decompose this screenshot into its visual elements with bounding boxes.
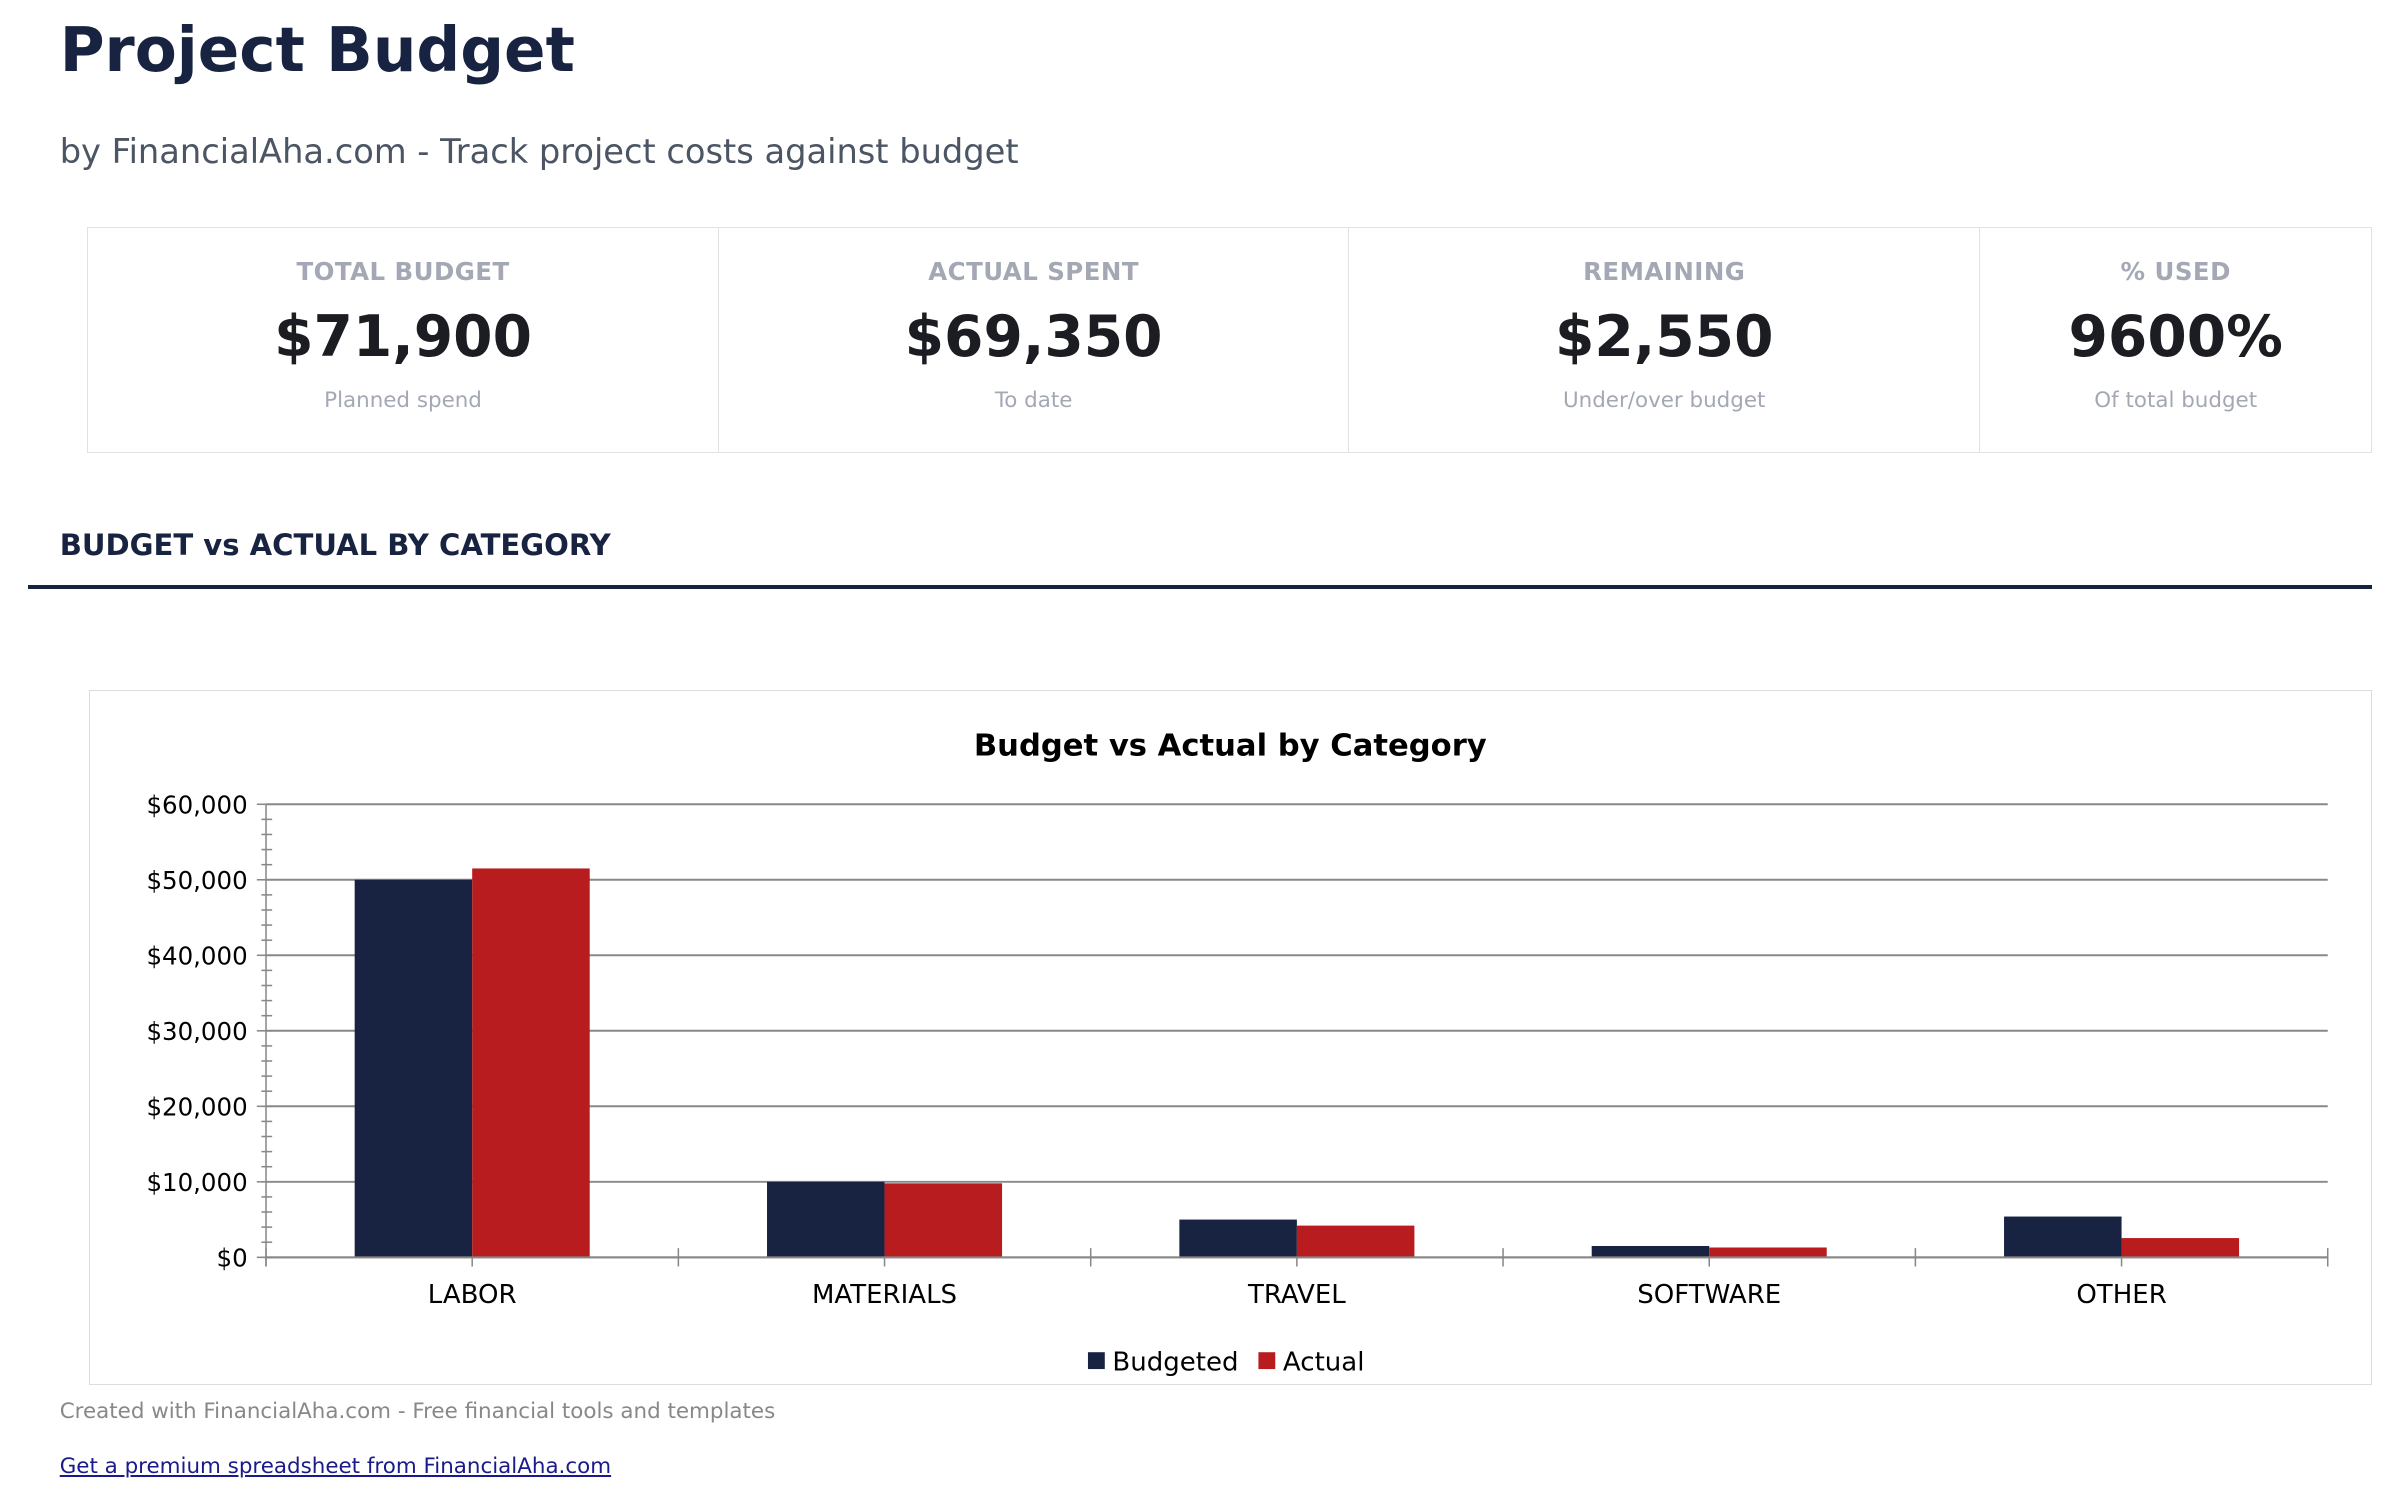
card-value: $69,350 bbox=[904, 303, 1163, 370]
card-label: TOTAL BUDGET bbox=[296, 256, 510, 286]
bar-actual-other bbox=[2121, 1238, 2239, 1258]
bar-actual-labor bbox=[471, 868, 590, 1258]
x-tick-label: MATERIALS bbox=[812, 1281, 957, 1311]
chart-title: Budget vs Actual by Category bbox=[974, 729, 1487, 764]
y-tick-label: $20,000 bbox=[146, 1093, 247, 1122]
card-actual-spent: ACTUAL SPENT $69,350 To date bbox=[719, 227, 1350, 453]
card-total-budget: TOTAL BUDGET $71,900 Planned spend bbox=[88, 227, 719, 453]
section-heading: BUDGET vs ACTUAL BY CATEGORY bbox=[59, 528, 611, 563]
summary-cards: TOTAL BUDGET $71,900 Planned spend ACTUA… bbox=[87, 226, 2373, 454]
premium-link[interactable]: Get a premium spreadsheet from Financial… bbox=[59, 1454, 612, 1480]
y-tick-label: $40,000 bbox=[146, 942, 247, 971]
bar-budgeted-labor bbox=[354, 880, 472, 1258]
bar-chart: Budget vs Actual by Category $0 $10,000 $2… bbox=[146, 729, 2329, 1378]
page-title: Project Budget bbox=[59, 15, 575, 87]
page-subtitle: by FinancialAha.com - Track project cost… bbox=[59, 131, 1019, 171]
card-percent-used: % USED 9600% Of total budget bbox=[1980, 228, 2371, 453]
section-divider bbox=[27, 584, 2373, 590]
card-sub: Under/over budget bbox=[1562, 388, 1766, 414]
bar-budgeted-other bbox=[2003, 1216, 2122, 1258]
card-label: % USED bbox=[2120, 256, 2231, 286]
card-remaining: REMAINING $2,550 Under/over budget bbox=[1349, 227, 1981, 453]
card-sub: To date bbox=[994, 388, 1073, 414]
card-value: $71,900 bbox=[274, 303, 532, 370]
x-tick-label: OTHER bbox=[2076, 1281, 2166, 1311]
bar-actual-software bbox=[1708, 1247, 1827, 1258]
card-value: $2,550 bbox=[1554, 303, 1774, 370]
legend-swatch-budgeted bbox=[1087, 1352, 1105, 1370]
y-tick-label: $0 bbox=[216, 1244, 247, 1273]
y-tick-label: $60,000 bbox=[146, 791, 247, 820]
legend-label-budgeted: Budgeted bbox=[1112, 1348, 1238, 1378]
y-tick-label: $10,000 bbox=[146, 1168, 247, 1197]
card-label: ACTUAL SPENT bbox=[928, 256, 1139, 286]
x-tick-label: TRAVEL bbox=[1247, 1281, 1346, 1311]
x-tick-label: LABOR bbox=[428, 1281, 517, 1311]
card-value: 9600% bbox=[2068, 303, 2283, 370]
x-tick-label: SOFTWARE bbox=[1637, 1281, 1781, 1311]
bar-budgeted-materials bbox=[766, 1182, 885, 1258]
bar-actual-materials bbox=[884, 1183, 1002, 1258]
bar-budgeted-software bbox=[1591, 1246, 1709, 1258]
footer-text: Created with FinancialAha.com - Free fin… bbox=[59, 1398, 776, 1424]
chart-container: Budget vs Actual by Category $0 $10,000 $2… bbox=[88, 690, 2373, 1386]
y-tick-label: $50,000 bbox=[146, 866, 247, 895]
legend-label-actual: Actual bbox=[1283, 1348, 1365, 1378]
card-sub: Planned spend bbox=[324, 388, 482, 414]
bar-actual-travel bbox=[1296, 1225, 1415, 1258]
card-sub: Of total budget bbox=[2094, 388, 2258, 414]
y-tick-label: $30,000 bbox=[146, 1017, 247, 1046]
card-label: REMAINING bbox=[1583, 256, 1746, 286]
bar-budgeted-travel bbox=[1179, 1219, 1297, 1258]
legend-swatch-actual bbox=[1258, 1352, 1276, 1370]
